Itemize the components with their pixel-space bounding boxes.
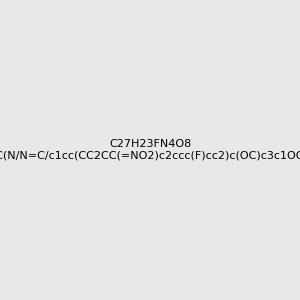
Text: C27H23FN4O8
O=C(N/N=C/c1cc(CC2CC(=NO2)c2ccc(F)cc2)c(OC)c3c1OCO...: C27H23FN4O8 O=C(N/N=C/c1cc(CC2CC(=NO2)c2… [0,139,300,161]
